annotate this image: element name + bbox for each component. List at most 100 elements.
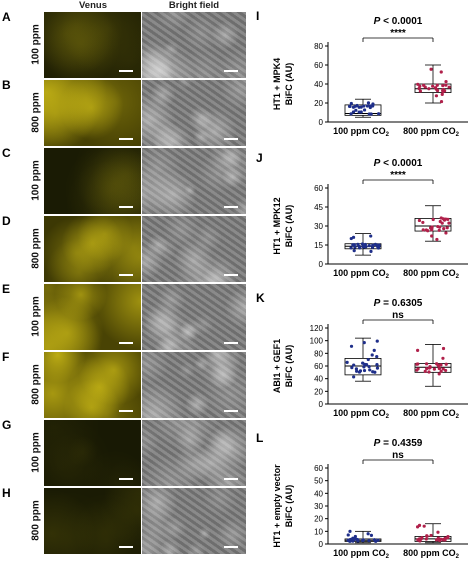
- bright-field-micrograph: [142, 12, 246, 78]
- y-tick-label: 80: [314, 349, 323, 358]
- data-point: [429, 533, 433, 538]
- data-point: [375, 244, 380, 249]
- y-tick-label: 20: [314, 515, 323, 524]
- panel-letter-i: I: [256, 9, 259, 23]
- data-point: [434, 94, 439, 98]
- data-point: [429, 67, 433, 71]
- scale-bar: [119, 342, 133, 344]
- data-point: [435, 88, 440, 93]
- y-axis-label: HT1 + empty vector: [272, 464, 282, 548]
- data-point: [360, 242, 365, 246]
- panel-letter-h: H: [2, 486, 11, 500]
- scale-bar: [119, 410, 133, 412]
- data-point: [349, 101, 353, 106]
- data-point: [345, 360, 349, 364]
- row-label: 100 ppm: [30, 296, 42, 337]
- venus-micrograph: [44, 148, 141, 214]
- data-point: [362, 368, 367, 373]
- data-point: [444, 362, 448, 366]
- data-point: [436, 537, 440, 541]
- y-tick-label: 0: [319, 540, 324, 549]
- x-tick-label: 800 ppm CO2: [403, 548, 460, 560]
- data-point: [368, 368, 372, 372]
- data-point: [433, 86, 438, 90]
- row-label: 800 ppm: [30, 500, 42, 541]
- data-point: [439, 70, 443, 74]
- data-point: [355, 369, 359, 373]
- venus-micrograph: [44, 420, 141, 486]
- y-axis-label: HT1 + MPK4: [272, 58, 282, 110]
- data-point: [364, 363, 369, 367]
- y-tick-label: 60: [314, 362, 323, 371]
- y-tick-label: 30: [314, 502, 323, 511]
- y-axis-label: HT1 + MPK12: [272, 197, 282, 254]
- scale-bar: [224, 70, 238, 72]
- scale-bar: [119, 274, 133, 276]
- row-label: 100 ppm: [30, 432, 42, 473]
- panel-letter-l: L: [256, 431, 263, 445]
- data-point: [347, 538, 351, 542]
- x-tick-label: 100 ppm CO2: [333, 126, 390, 138]
- x-tick-label: 100 ppm CO2: [333, 268, 390, 280]
- data-point: [350, 366, 354, 370]
- data-point: [430, 234, 434, 238]
- scale-bar: [224, 546, 238, 548]
- data-point: [427, 87, 431, 91]
- y-tick-label: 10: [314, 527, 323, 536]
- data-point: [352, 363, 356, 367]
- data-point: [362, 341, 366, 345]
- data-point: [366, 532, 370, 536]
- x-tick-label: 100 ppm CO2: [333, 408, 390, 420]
- data-point: [424, 362, 429, 366]
- venus-micrograph: [44, 488, 141, 554]
- bright-field-micrograph: [142, 216, 246, 282]
- data-point: [362, 104, 366, 108]
- data-point: [354, 367, 359, 371]
- data-point: [430, 225, 434, 229]
- y-axis-label: BiFC (AU): [284, 205, 294, 248]
- data-point: [357, 244, 361, 248]
- y-tick-label: 20: [314, 387, 323, 396]
- panel-letter-j: J: [256, 151, 263, 165]
- data-point: [441, 346, 446, 351]
- data-point: [352, 243, 356, 247]
- row-label: 800 ppm: [30, 92, 42, 133]
- bright-field-micrograph: [142, 488, 246, 554]
- data-point: [358, 369, 363, 373]
- data-point: [355, 103, 359, 108]
- data-point: [421, 228, 425, 232]
- data-point: [368, 105, 372, 110]
- y-tick-label: 0: [319, 260, 324, 269]
- data-point: [377, 112, 381, 116]
- data-point: [351, 235, 356, 239]
- y-tick-label: 60: [314, 464, 323, 473]
- data-point: [418, 89, 422, 93]
- panel-letter-g: G: [2, 418, 12, 432]
- data-point: [441, 356, 445, 360]
- y-tick-label: 45: [314, 203, 323, 212]
- data-point: [357, 110, 361, 114]
- data-point: [369, 112, 373, 116]
- data-point: [421, 220, 425, 225]
- venus-micrograph: [44, 216, 141, 282]
- scale-bar: [119, 478, 133, 480]
- y-tick-label: 15: [314, 241, 323, 250]
- data-point: [439, 369, 443, 373]
- data-point: [425, 534, 429, 538]
- data-point: [375, 366, 380, 370]
- significance-label: ns: [392, 450, 404, 461]
- data-point: [441, 83, 445, 88]
- data-point: [347, 104, 352, 108]
- data-point: [416, 82, 420, 86]
- data-point: [445, 226, 449, 230]
- box: [414, 363, 452, 373]
- row-label: 800 ppm: [30, 364, 42, 405]
- data-point: [416, 348, 420, 352]
- scale-bar: [119, 206, 133, 208]
- y-tick-label: 40: [314, 375, 323, 384]
- significance-label: ****: [390, 28, 406, 39]
- data-point: [425, 367, 429, 371]
- y-tick-label: 40: [314, 80, 323, 89]
- data-point: [424, 537, 428, 541]
